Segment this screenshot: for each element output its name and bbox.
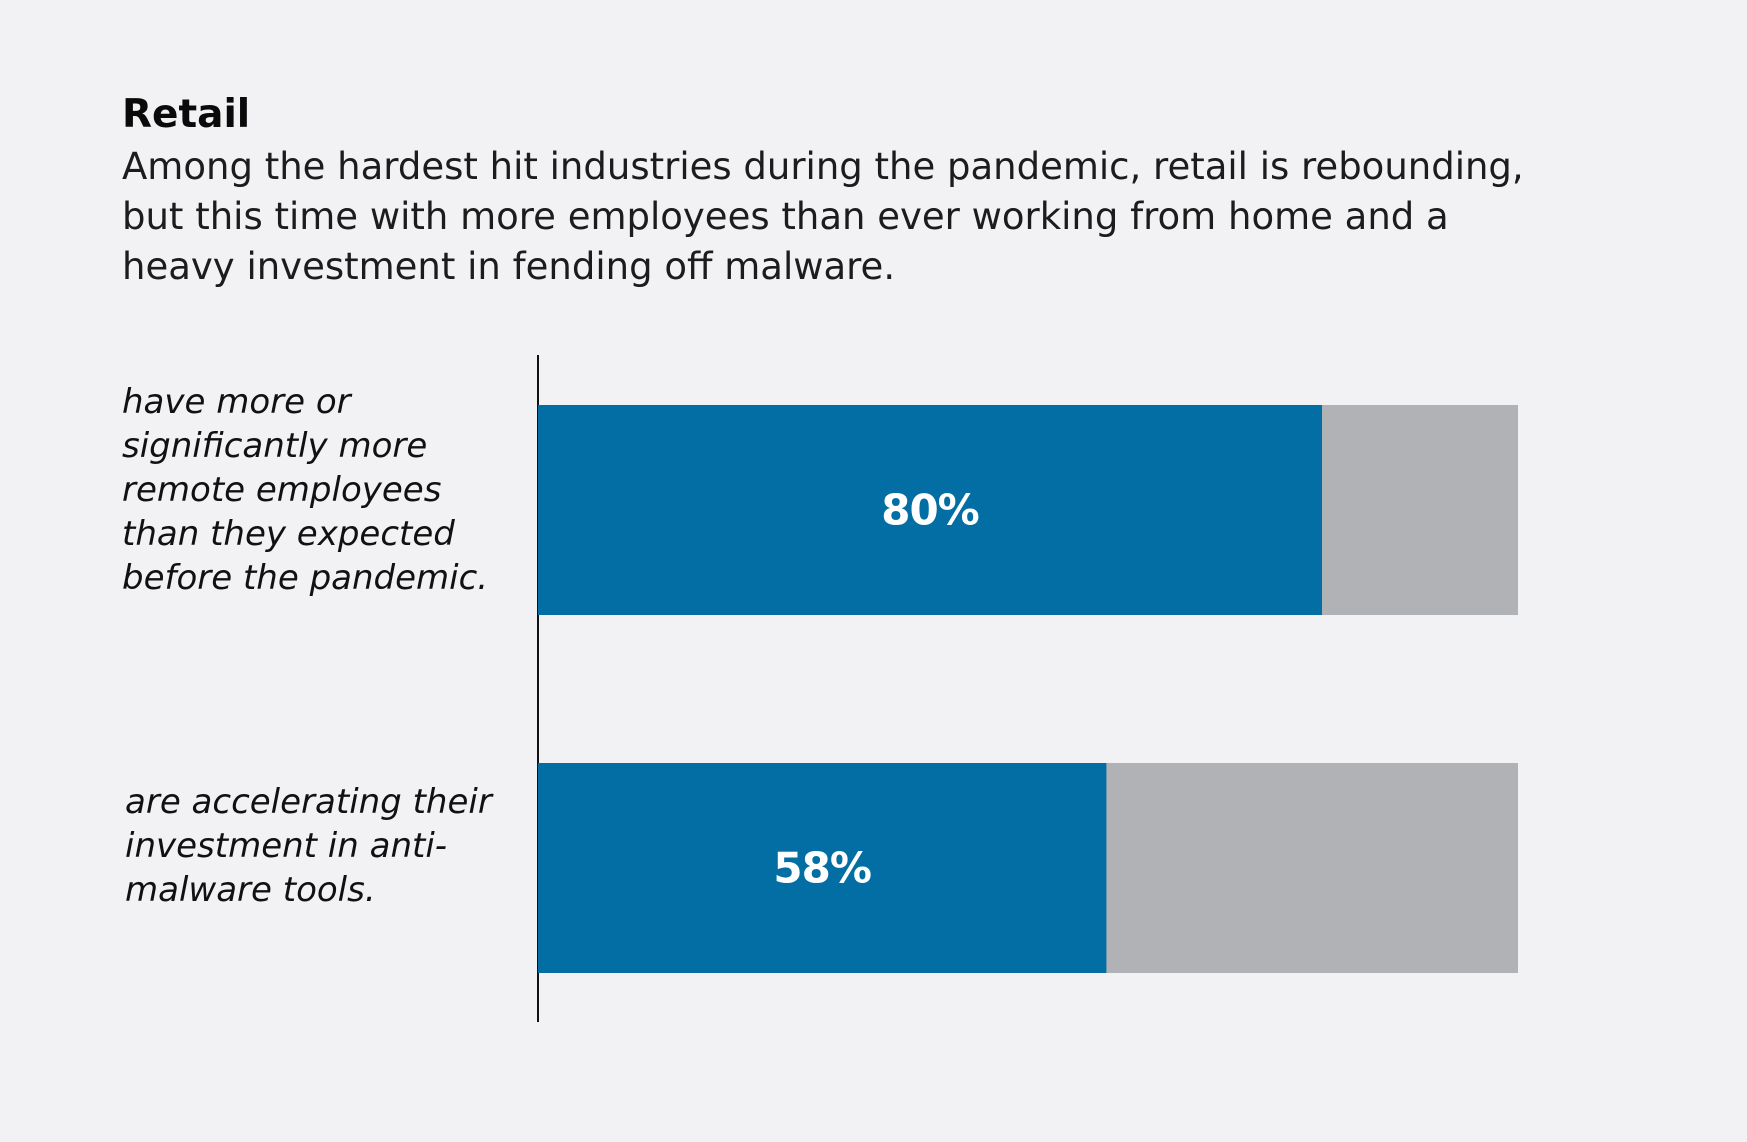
chart-title: Retail xyxy=(122,92,251,137)
category-label: have more or significantly more remote e… xyxy=(122,382,489,598)
category-label: are accelerating their investment in ant… xyxy=(125,782,492,910)
bars-group: 80% 58% xyxy=(538,405,1518,973)
chart-subtitle: Among the hardest hit industries during … xyxy=(122,145,1524,288)
bar-value-label: 58% xyxy=(773,844,871,893)
bar-value-label: 80% xyxy=(881,486,979,535)
bar xyxy=(538,763,1107,973)
bar xyxy=(538,405,1322,615)
